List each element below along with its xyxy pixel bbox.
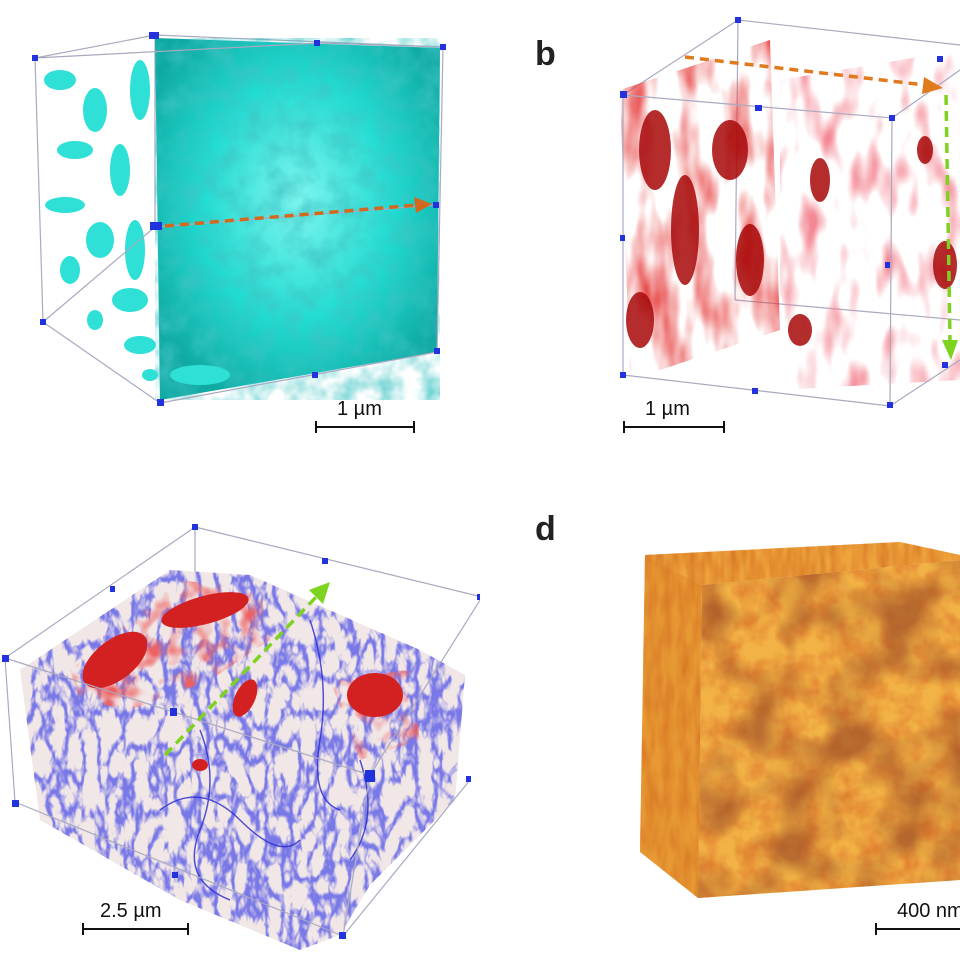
red-cores [626, 110, 957, 348]
box-corner-markers [32, 32, 446, 406]
scalebar-line [315, 426, 415, 428]
box-corner-markers [2, 524, 480, 939]
scalebar-tick-right [187, 923, 189, 935]
panel-d: d 400 nm [480, 480, 960, 959]
scalebar-c: 2.5 µm [82, 900, 189, 940]
panel-label-b: b [535, 35, 556, 73]
scalebar-line [82, 928, 189, 930]
scalebar-tick-right [413, 421, 415, 433]
scalebar-tick-left [82, 923, 84, 935]
red-volume-render [620, 17, 960, 408]
scalebar-a: 1 µm [315, 398, 415, 438]
panel-a: 1 µm [0, 0, 480, 460]
bounding-box-front [4, 599, 480, 937]
red-large-blobs [82, 592, 403, 771]
scalebar-line [875, 928, 960, 930]
panel-b: b [480, 0, 960, 460]
scalebar-label: 1 µm [645, 398, 690, 420]
panel-c: 2.5 µm [0, 480, 480, 959]
cyan-fragments [44, 60, 230, 385]
cyan-volume-render [32, 32, 446, 406]
bounding-box-front [34, 42, 444, 404]
direction-arrow [164, 197, 432, 228]
scalebar-d: 400 nm [875, 900, 960, 940]
panel-label-d: d [535, 510, 556, 548]
scalebar-label: 1 µm [337, 398, 382, 420]
scalebar-tick-right [723, 421, 725, 433]
scalebar-tick-left [315, 421, 317, 433]
scalebar-line [623, 426, 725, 428]
density-cube-render [640, 542, 960, 898]
box-corner-markers [620, 17, 948, 408]
direction-arrow-horizontal [684, 55, 943, 94]
membrane-volume-render [2, 524, 480, 950]
direction-arrow [163, 582, 330, 757]
direction-arrow-vertical [942, 94, 958, 360]
scalebar-tick-left [875, 923, 877, 935]
scalebar-label: 400 nm [897, 900, 960, 922]
scalebar-tick-left [623, 421, 625, 433]
scalebar-label: 2.5 µm [100, 900, 162, 922]
scalebar-b: 1 µm [623, 398, 725, 438]
